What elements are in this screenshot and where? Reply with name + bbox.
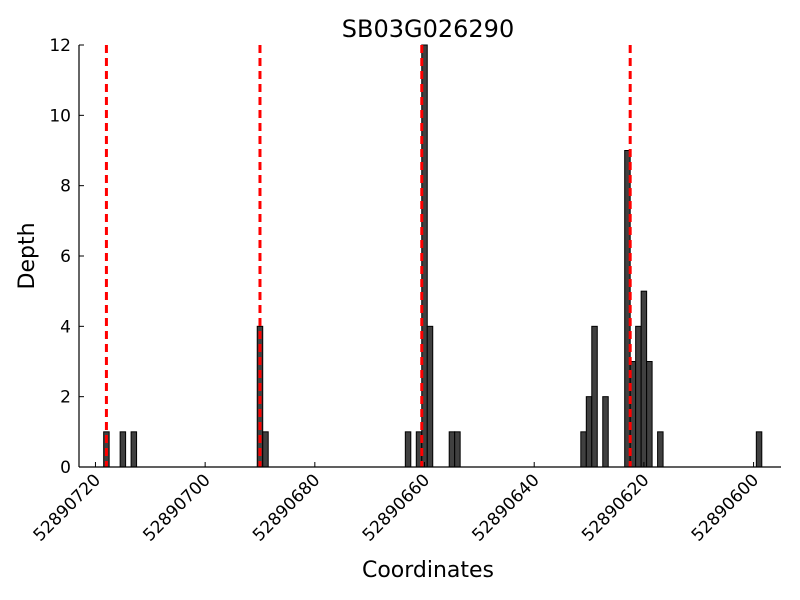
y-tick-label: 6 xyxy=(60,247,71,267)
reference-lines-layer xyxy=(104,45,632,467)
y-axis-label: Depth xyxy=(15,222,40,289)
depth-bar xyxy=(755,431,763,468)
depth-bar xyxy=(580,431,587,468)
y-tick-label: 0 xyxy=(60,458,71,478)
depth-bar xyxy=(657,431,664,468)
depth-bar xyxy=(262,431,269,468)
x-tick-label: 52890700 xyxy=(139,470,214,545)
depth-bar xyxy=(646,361,653,468)
x-tick-label: 52890640 xyxy=(468,470,543,545)
depth-bar xyxy=(448,431,456,468)
y-tick-label: 2 xyxy=(60,388,71,408)
depth-bar xyxy=(602,396,609,468)
x-axis-label: Coordinates xyxy=(362,558,494,583)
depth-bar xyxy=(640,290,648,468)
x-tick-label: 52890680 xyxy=(249,470,324,545)
depth-bar xyxy=(635,325,642,468)
x-ticks-layer: 52890720 52890700 52890680 52890660 52890640… xyxy=(30,462,763,546)
depth-bar xyxy=(426,325,434,468)
x-tick-label: 52890660 xyxy=(359,470,434,545)
depth-bar xyxy=(404,431,412,468)
y-tick-label: 10 xyxy=(49,106,71,126)
chart-title: SB03G026290 xyxy=(342,15,514,43)
depth-bar xyxy=(119,431,127,468)
depth-bar xyxy=(591,325,598,468)
depth-bar xyxy=(454,431,461,468)
x-tick-label: 52890620 xyxy=(578,470,653,545)
y-tick-label: 4 xyxy=(60,317,71,337)
y-ticks-layer: 0 2 4 6 8 10 12 xyxy=(49,36,84,478)
x-tick-label: 52890720 xyxy=(30,470,105,545)
bars-layer xyxy=(103,44,763,468)
x-tick-label: 52890600 xyxy=(688,470,763,545)
depth-bar xyxy=(130,431,138,468)
y-tick-label: 8 xyxy=(60,177,71,197)
depth-bar xyxy=(585,396,593,468)
y-tick-label: 12 xyxy=(49,36,71,56)
